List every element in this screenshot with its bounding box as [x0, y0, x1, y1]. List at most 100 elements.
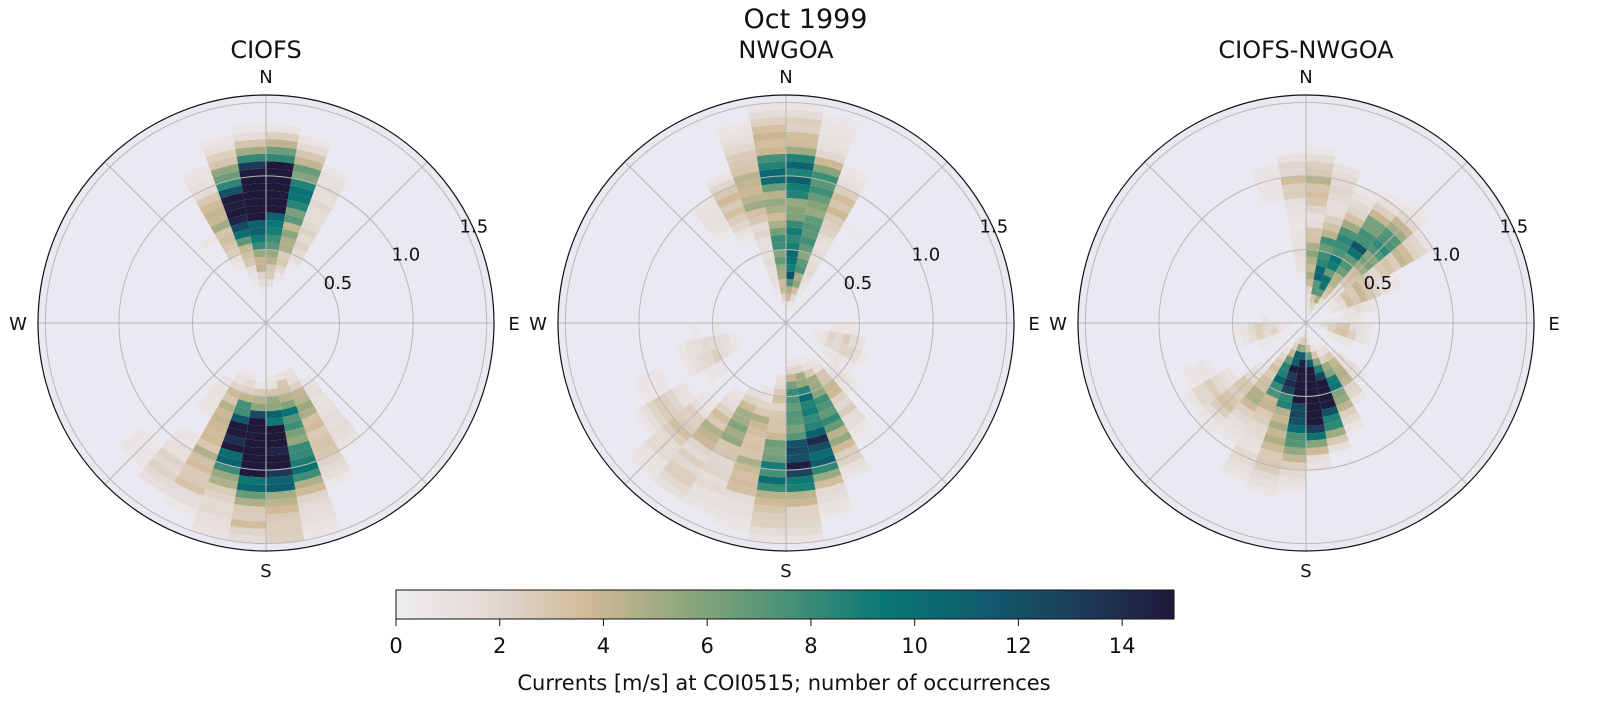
rose-bin	[251, 242, 266, 251]
rose-bin	[1361, 333, 1372, 346]
rose-bin	[833, 444, 860, 462]
rose-bin	[321, 463, 351, 482]
rose-bin	[253, 388, 266, 397]
rose-bin	[198, 502, 233, 519]
rose-bin	[826, 205, 849, 222]
rose-bin	[786, 496, 818, 507]
rose-bin	[1248, 475, 1278, 490]
rose-bin	[1328, 185, 1354, 199]
rose-bin	[266, 417, 284, 426]
rose-bin	[789, 294, 797, 303]
rose-bin	[231, 124, 266, 135]
rose-bin	[1276, 367, 1289, 379]
rose-bin	[699, 337, 710, 354]
rose-bin	[297, 495, 332, 512]
rose-bin	[249, 227, 266, 237]
rose-bin	[281, 405, 299, 418]
rose-bin	[1233, 334, 1244, 349]
rose-bin	[1287, 348, 1296, 358]
polar-panel-2: 0.5 1.0 1.5 N E S W	[1049, 67, 1560, 582]
rose-bin	[798, 354, 809, 365]
rose-bin	[1318, 281, 1329, 292]
rose-bin	[786, 489, 817, 500]
rose-bin	[277, 250, 292, 261]
rose-bin	[1339, 373, 1354, 387]
rose-bin	[1353, 233, 1373, 250]
rose-bin	[813, 240, 831, 253]
rose-bin	[1306, 183, 1331, 193]
rose-bin	[1221, 463, 1251, 482]
rose-bin	[786, 300, 790, 309]
rose-bin	[796, 378, 809, 389]
rose-bin	[1350, 390, 1368, 406]
rose-bin	[1322, 304, 1332, 312]
rose-bin	[1270, 412, 1290, 425]
rose-bin	[808, 447, 834, 461]
rose-bin	[771, 395, 786, 404]
rose-bin	[1272, 356, 1284, 368]
rose-bin	[1343, 418, 1365, 434]
rose-bin	[1338, 405, 1358, 420]
rose-bin	[1306, 402, 1322, 412]
rose-bin	[763, 257, 776, 268]
rose-bin	[1344, 297, 1355, 308]
rose-bin	[1276, 323, 1285, 329]
rose-bin	[841, 164, 871, 183]
rose-bin	[718, 502, 753, 519]
rose-bin	[266, 402, 282, 412]
rose-bin	[725, 481, 757, 497]
rose-bin	[806, 199, 829, 213]
rose-bin	[1349, 314, 1358, 323]
rose-bin	[1255, 454, 1282, 468]
rose-bin	[786, 373, 797, 382]
rose-bin	[1235, 401, 1255, 419]
rose-bin	[786, 278, 794, 287]
rose-bin	[841, 407, 862, 425]
rose-bin	[1320, 345, 1330, 355]
rose-bin	[734, 226, 754, 241]
colorbar	[395, 589, 1175, 620]
rose-bin	[715, 401, 735, 419]
rose-bin	[1313, 342, 1321, 351]
rose-bin	[195, 401, 215, 419]
rose-bin	[786, 504, 820, 515]
rose-bin	[250, 402, 266, 412]
rose-bin	[1325, 426, 1347, 439]
rose-bin	[225, 246, 241, 260]
rose-bin	[1306, 153, 1336, 164]
rose-bin	[1337, 300, 1348, 311]
rose-bin	[230, 221, 250, 234]
rose-bin	[786, 518, 822, 529]
rose-bin	[774, 256, 786, 266]
rose-bin	[235, 489, 266, 500]
rose-bin	[786, 153, 816, 164]
rose-bin	[681, 441, 709, 464]
compass-label-s: S	[1300, 561, 1311, 582]
rose-bin	[842, 359, 857, 376]
rose-bin	[786, 482, 816, 493]
rose-bin	[1356, 275, 1370, 290]
rose-bin	[274, 265, 287, 275]
rose-bin	[1333, 240, 1351, 253]
rose-bin	[240, 250, 255, 261]
radial-tick-label: 1.0	[1432, 245, 1461, 266]
rose-bin	[1286, 212, 1306, 222]
rose-bin	[214, 405, 234, 420]
rose-bin	[696, 201, 720, 222]
rose-bin	[1269, 380, 1284, 393]
rose-bin	[831, 437, 856, 455]
rose-bin	[836, 177, 864, 196]
rose-bin	[266, 460, 292, 471]
rose-bin	[751, 511, 786, 522]
rose-bin	[1326, 433, 1349, 447]
colorbar-tick-label: 6	[701, 634, 714, 658]
rose-bin	[1313, 303, 1321, 312]
rose-bin	[1318, 354, 1329, 365]
rose-bin	[1339, 259, 1354, 273]
rose-bin	[295, 149, 327, 165]
rose-bin	[786, 446, 809, 456]
rose-bin	[228, 525, 266, 537]
rose-bin	[266, 380, 278, 390]
rose-bin	[266, 395, 281, 404]
rose-bin	[712, 444, 739, 462]
